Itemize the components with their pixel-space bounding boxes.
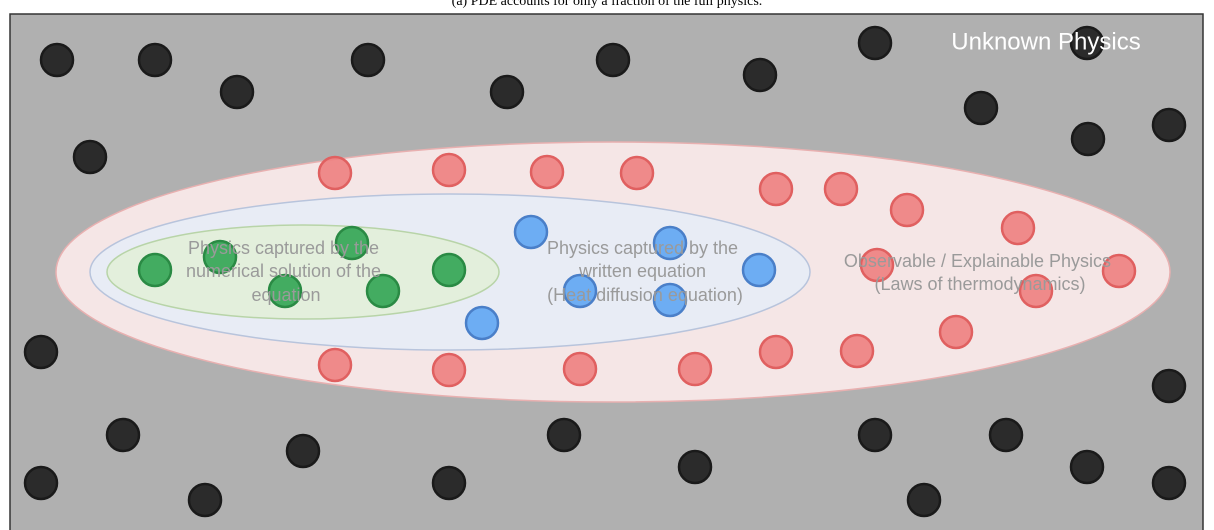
dot — [859, 247, 895, 283]
dot — [267, 273, 303, 309]
dot — [1070, 121, 1106, 157]
dot — [1069, 25, 1105, 61]
label-line: (Laws of thermodynamics) — [874, 274, 1085, 294]
dot — [105, 417, 141, 453]
dot — [677, 351, 713, 387]
dot — [513, 214, 549, 250]
dot — [317, 155, 353, 191]
dot — [1018, 273, 1054, 309]
written-label: Physics captured by the written equation… — [547, 238, 743, 305]
dot — [889, 192, 925, 228]
dot — [431, 352, 467, 388]
dot — [1101, 253, 1137, 289]
dot — [1151, 368, 1187, 404]
dot — [529, 154, 565, 190]
label-line: (Heat diffusion equation) — [547, 285, 743, 305]
dot — [677, 449, 713, 485]
dot — [202, 239, 238, 275]
dot — [187, 482, 223, 518]
dot — [23, 334, 59, 370]
dot — [938, 314, 974, 350]
label-line: written equation — [578, 261, 706, 281]
dot — [562, 351, 598, 387]
dot — [464, 305, 500, 341]
dot — [23, 465, 59, 501]
label-line: Physics captured by the — [188, 238, 379, 258]
numerical-label: Physics captured by the numerical soluti… — [186, 238, 386, 305]
dot — [285, 433, 321, 469]
unknown-label: Unknown Physics — [951, 28, 1140, 55]
dot — [431, 465, 467, 501]
label-line: Physics captured by the — [547, 238, 738, 258]
dot — [857, 417, 893, 453]
dot — [742, 57, 778, 93]
dot — [72, 139, 108, 175]
dot — [619, 155, 655, 191]
dot — [334, 225, 370, 261]
dot — [137, 252, 173, 288]
dot — [758, 171, 794, 207]
dot — [839, 333, 875, 369]
dot — [1000, 210, 1036, 246]
caption: (a) PDE accounts for only a fraction of … — [452, 0, 763, 9]
dot — [758, 334, 794, 370]
dot — [823, 171, 859, 207]
dot — [562, 273, 598, 309]
dot — [857, 25, 893, 61]
dot — [1151, 465, 1187, 501]
dot — [546, 417, 582, 453]
dot — [431, 152, 467, 188]
dot — [39, 42, 75, 78]
dot — [652, 225, 688, 261]
dot — [365, 273, 401, 309]
dot — [988, 417, 1024, 453]
dot — [1151, 107, 1187, 143]
label-line: Observable / Explainable Physics — [844, 251, 1111, 271]
dot — [431, 252, 467, 288]
label-line: numerical solution of the — [186, 261, 381, 281]
dot — [1069, 449, 1105, 485]
dot — [137, 42, 173, 78]
dot — [963, 90, 999, 126]
dot — [317, 347, 353, 383]
observable-label: Observable / Explainable Physics (Laws o… — [844, 251, 1116, 294]
dots — [23, 25, 1187, 518]
dot — [350, 42, 386, 78]
dot — [489, 74, 525, 110]
dot — [906, 482, 942, 518]
dot — [595, 42, 631, 78]
label-line: equation — [251, 285, 320, 305]
dot — [219, 74, 255, 110]
dot — [652, 282, 688, 318]
dot — [741, 252, 777, 288]
